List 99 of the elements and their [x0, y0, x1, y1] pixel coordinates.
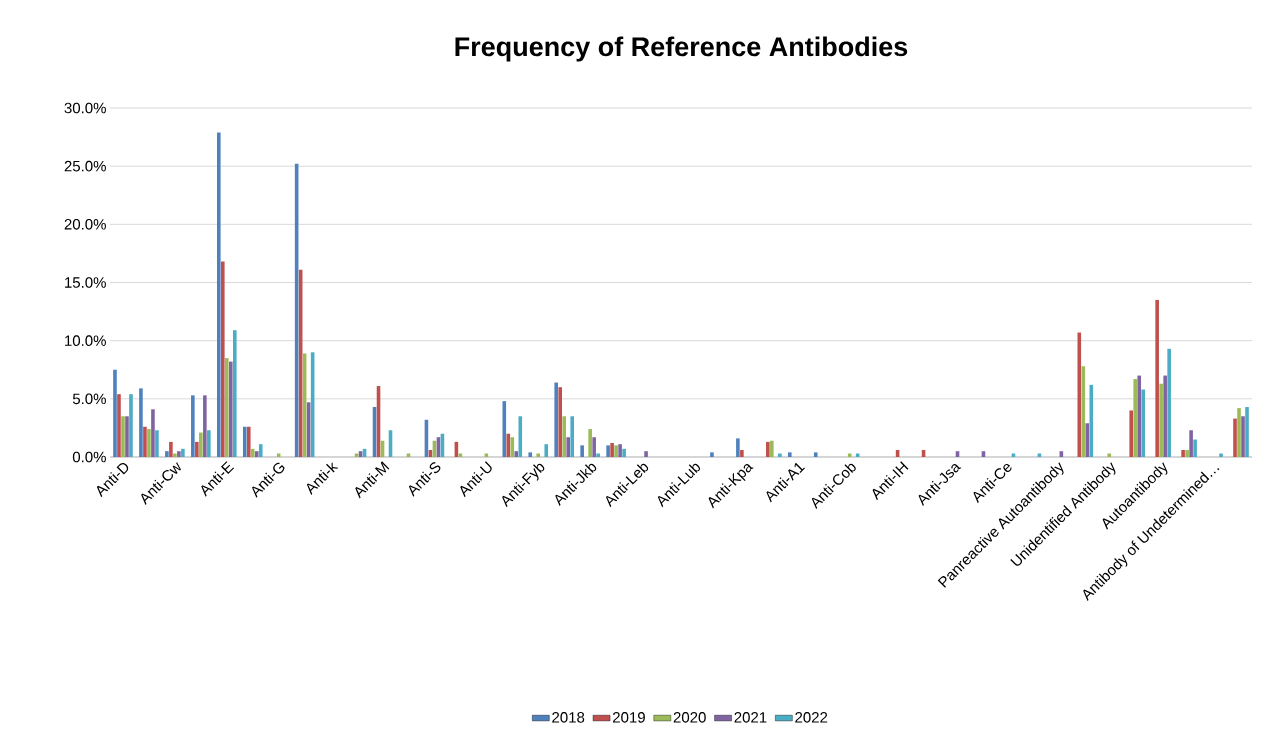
bar	[165, 451, 169, 457]
bar	[1085, 423, 1090, 457]
bar	[143, 426, 147, 457]
bar	[221, 261, 225, 457]
bar	[1193, 439, 1197, 457]
bar	[1077, 332, 1082, 457]
bar	[169, 441, 173, 457]
bar	[710, 452, 714, 457]
bar	[554, 382, 558, 457]
bar	[518, 416, 523, 457]
bar	[644, 451, 648, 457]
bar	[229, 361, 233, 457]
bar	[250, 448, 255, 457]
y-tick-label: 10.0%	[65, 335, 106, 346]
bar	[181, 448, 185, 457]
bar	[570, 416, 574, 457]
bar	[217, 132, 221, 457]
bar	[618, 444, 622, 457]
bar	[276, 453, 281, 457]
bar	[770, 440, 774, 457]
bar	[258, 444, 263, 457]
bar	[1129, 410, 1133, 457]
bar	[766, 441, 770, 457]
bar	[506, 433, 511, 457]
bar	[1245, 406, 1249, 457]
bar	[1159, 383, 1163, 457]
bar	[514, 451, 519, 457]
bar	[203, 395, 207, 457]
y-tick-label: 5.0%	[72, 393, 106, 405]
bar	[566, 437, 570, 457]
bar	[622, 448, 626, 457]
bar	[1163, 375, 1167, 457]
bar	[736, 438, 740, 457]
bar	[233, 330, 237, 457]
bar	[155, 430, 159, 457]
bar	[207, 430, 211, 457]
bar	[813, 452, 818, 457]
bar	[562, 416, 566, 457]
bar	[1219, 453, 1223, 457]
bar	[502, 401, 507, 457]
bar	[147, 429, 151, 457]
y-tick-label: 20.0%	[64, 219, 106, 230]
bar	[855, 453, 860, 457]
bar	[195, 441, 199, 457]
bar	[225, 358, 229, 457]
bar	[1141, 389, 1145, 457]
bar	[588, 429, 592, 457]
bar	[199, 432, 203, 457]
bar	[1189, 430, 1193, 457]
legend-label: 2019	[613, 712, 645, 723]
bar	[510, 437, 515, 457]
bar	[242, 426, 247, 457]
y-tick-label: 15.0%	[65, 277, 106, 288]
bar	[125, 416, 129, 457]
bar	[139, 388, 143, 457]
bar	[177, 451, 181, 457]
bar	[1089, 384, 1094, 457]
bar	[610, 443, 614, 457]
bar	[606, 445, 610, 457]
bar	[528, 452, 533, 457]
chart-title: Frequency of Reference Antibodies	[455, 36, 908, 62]
bar	[254, 451, 259, 457]
bar	[787, 452, 792, 457]
y-tick-label: 25.0%	[64, 160, 106, 172]
bar	[558, 387, 562, 457]
bar	[1167, 348, 1171, 457]
bar	[1107, 453, 1112, 457]
bar	[592, 437, 596, 457]
bar	[536, 453, 541, 457]
bar	[1241, 416, 1245, 457]
bar	[847, 453, 852, 457]
bar	[778, 453, 782, 457]
bar	[121, 416, 125, 457]
y-tick-label: 30.0%	[64, 102, 106, 114]
bar	[117, 394, 121, 457]
bar	[740, 450, 744, 457]
bar	[191, 395, 195, 457]
bar	[113, 369, 117, 457]
bar	[1181, 450, 1185, 457]
legend-label: 2022	[795, 712, 828, 723]
bar	[246, 426, 251, 457]
bar	[614, 445, 618, 457]
bar	[151, 409, 155, 457]
bar	[1133, 379, 1137, 457]
bar	[1155, 299, 1159, 457]
legend-label: 2021	[734, 712, 767, 723]
bar	[1137, 375, 1141, 457]
bar	[544, 444, 549, 457]
bar	[1237, 408, 1241, 457]
bar	[129, 394, 133, 457]
legend-label: 2018	[552, 712, 585, 723]
bar	[173, 453, 177, 457]
bar	[1081, 366, 1086, 457]
bar	[1233, 418, 1237, 457]
bar	[580, 445, 584, 457]
bar	[596, 453, 600, 457]
y-tick-label: 0.0%	[72, 451, 106, 463]
legend-label: 2020	[673, 712, 706, 723]
bar	[1185, 450, 1189, 457]
